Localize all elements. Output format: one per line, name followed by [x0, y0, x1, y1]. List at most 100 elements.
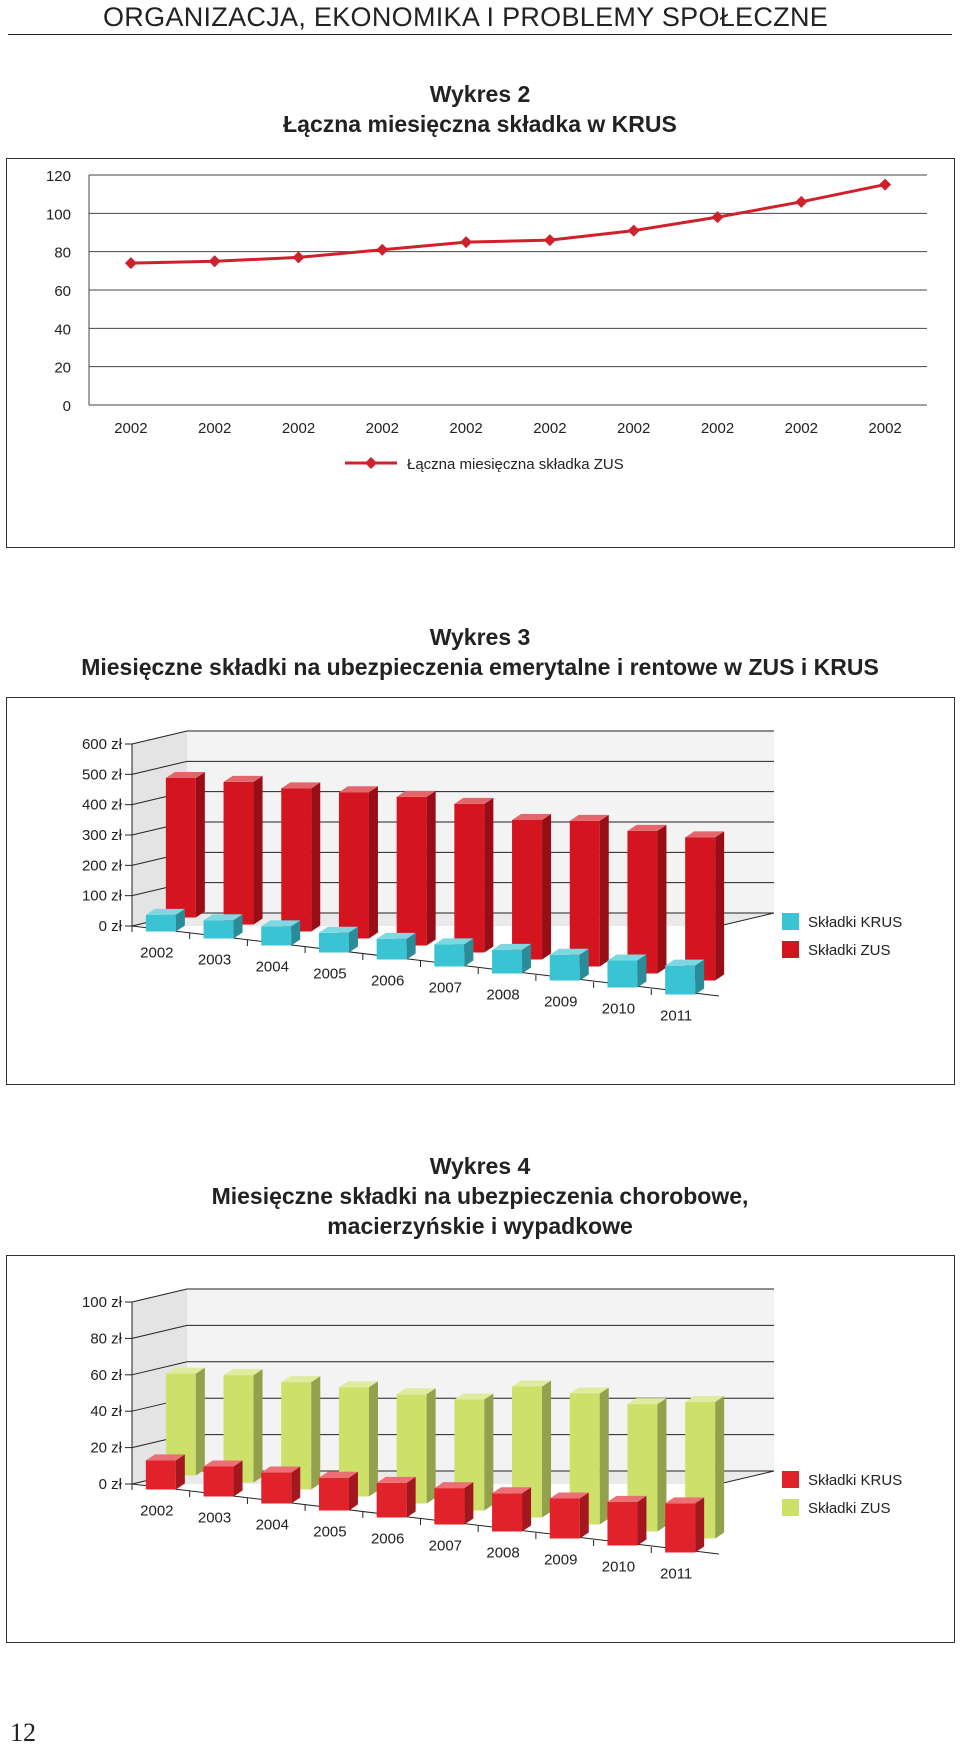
chart4-svg: 0 zł 20 zł 40 zł 60 zł 80 zł 100 zł 2002 2003 20…: [82, 1288, 902, 1583]
bar-składki-krus-side: [175, 1454, 185, 1490]
chart3-svg: 0 zł 100 zł 200 zł 300 zł 400 zł 500 zł 600 zł…: [82, 730, 902, 1025]
bar-składki-krus-side: [175, 908, 185, 932]
bar-składki-krus-side: [695, 1497, 705, 1553]
x-tick-label: 2005: [313, 966, 346, 983]
x-tick-label: 2003: [198, 952, 231, 969]
bar-składki-krus-side: [406, 1476, 416, 1518]
chart2-label: Wykres 2: [429, 81, 531, 107]
bar-składki-zus-side: [368, 1381, 378, 1497]
chart3-label: Wykres 3: [429, 624, 531, 650]
bar-składki-zus-side: [311, 782, 321, 932]
x-tick-label: 2002: [785, 420, 818, 437]
legend-label: Składki KRUS: [808, 914, 902, 931]
y-tick-label: 40: [54, 321, 71, 338]
bar-składki-zus-front: [223, 781, 254, 925]
bar-składki-zus-side: [599, 814, 609, 967]
bar-składki-zus-top: [338, 786, 378, 793]
bar-składki-zus-front: [685, 837, 716, 981]
bar-składki-krus-side: [579, 948, 589, 981]
x-tick-label: 2002: [533, 420, 566, 437]
legend-label: Składki KRUS: [808, 1472, 902, 1489]
x-tick-label: 2010: [602, 1001, 635, 1018]
bar-składki-krus-top: [203, 1460, 243, 1467]
x-tick-label: 2009: [544, 994, 577, 1011]
chart4-title-line2: macierzyńskie i wypadkowe: [327, 1213, 633, 1239]
bar-składki-krus-front: [549, 954, 580, 981]
data-point: [124, 257, 137, 270]
bar-składki-krus-front: [434, 944, 465, 967]
bar-składki-zus-top: [512, 1380, 552, 1387]
x-tick-label: 2006: [371, 973, 404, 990]
bar-składki-zus-side: [484, 797, 494, 953]
y-tick-label: 80: [54, 245, 71, 262]
bar-składki-zus-top: [338, 1381, 378, 1388]
bar-składki-krus-top: [492, 1487, 532, 1494]
x-tick-label: 2002: [868, 420, 901, 437]
bar-składki-zus-top: [627, 824, 667, 831]
bar-składki-krus-top: [434, 1482, 474, 1489]
bar-składki-krus-side: [464, 938, 474, 967]
bar-składki-krus-top: [318, 926, 358, 933]
bar-składki-krus-front: [434, 1488, 465, 1525]
x-tick-label: 2011: [660, 1566, 692, 1583]
bar-składki-krus-front: [665, 965, 696, 995]
gridline: [131, 1361, 774, 1376]
bar-składki-krus-side: [464, 1482, 474, 1525]
bar-składki-krus-side: [579, 1492, 589, 1539]
bar-składki-krus-front: [492, 949, 523, 974]
bar-składki-zus-top: [627, 1398, 667, 1405]
bar-składki-zus-top: [281, 782, 321, 789]
bar-składki-zus-top: [396, 1388, 436, 1395]
bar-składki-krus-side: [695, 959, 705, 995]
x-tick-label: 2007: [429, 980, 462, 997]
y-tick-label: 100 zł: [82, 1294, 123, 1311]
y-tick-label: 500 zł: [82, 766, 123, 783]
x-tick-label: 2007: [429, 1538, 462, 1555]
data-point: [543, 234, 556, 247]
bar-składki-krus-front: [376, 1482, 407, 1518]
bar-składki-krus-side: [291, 920, 301, 946]
bar-składki-krus-front: [145, 914, 176, 932]
bar-składki-zus-side: [195, 1367, 205, 1476]
bar-składki-krus-top: [145, 1454, 185, 1461]
chart4-label: Wykres 4: [429, 1153, 531, 1179]
data-point: [460, 236, 473, 249]
bar-składki-krus-front: [261, 926, 292, 946]
bar-składki-krus-side: [291, 1466, 301, 1504]
bar-składki-krus-front: [549, 1498, 580, 1539]
chart3-title: Miesięczne składki na ubezpieczenia emer…: [81, 654, 879, 680]
y-tick-label: 120: [46, 168, 71, 185]
bar-składki-zus-top: [396, 790, 436, 797]
bar-składki-zus-side: [311, 1376, 321, 1490]
bar-składki-krus-top: [376, 932, 416, 939]
x-tick-label: 2011: [660, 1008, 692, 1025]
x-tick-label: 2009: [544, 1552, 577, 1569]
x-tick-label: 2010: [602, 1559, 635, 1576]
bar-składki-krus-side: [637, 1495, 647, 1546]
y-tick-label: 60 zł: [90, 1367, 122, 1384]
bar-składki-zus-side: [542, 813, 552, 960]
y-tick-label: 400 zł: [82, 797, 123, 814]
bar-składki-zus-top: [454, 1393, 494, 1400]
bar-składki-krus-top: [145, 908, 185, 915]
bar-składki-krus-top: [665, 1497, 705, 1504]
bar-składki-zus-side: [657, 824, 667, 974]
floor-edge: [718, 1470, 775, 1485]
y-tick-label: 300 zł: [82, 827, 123, 844]
bar-składki-krus-top: [203, 914, 243, 921]
data-point: [627, 224, 640, 237]
bar-składki-krus-top: [549, 948, 589, 955]
bar-składki-krus-side: [406, 932, 416, 960]
chart2-frame: 0 20 40 60 80 100 120 2002 2002 2002 2002 2002 2002 2…: [6, 158, 955, 548]
bar-składki-krus-top: [261, 1466, 301, 1473]
bar-składki-zus-top: [569, 814, 609, 821]
y-tick-label: 0 zł: [99, 918, 123, 935]
bar-składki-zus-side: [484, 1393, 494, 1511]
bar-składki-krus-front: [145, 1460, 176, 1490]
data-point: [376, 243, 389, 256]
chart4-title-line1: Miesięczne składki na ubezpieczenia chor…: [211, 1183, 749, 1209]
bar-składki-krus-side: [233, 914, 243, 939]
bar-składki-krus-side: [348, 1471, 358, 1511]
bar-składki-zus-top: [223, 775, 263, 782]
floor-edge: [718, 912, 775, 927]
